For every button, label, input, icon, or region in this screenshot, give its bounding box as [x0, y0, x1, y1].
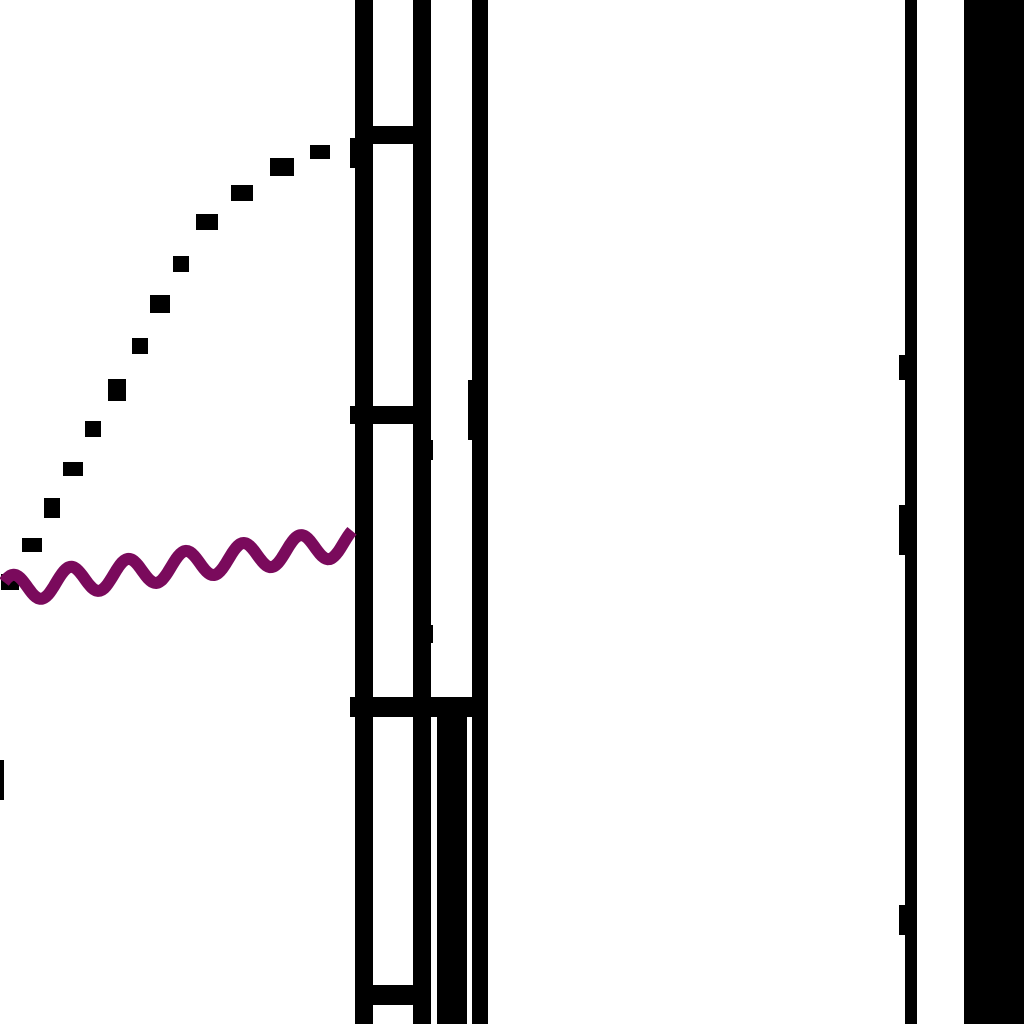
- rail-left-inner: [413, 0, 431, 1024]
- rail-left-outer: [355, 0, 373, 1024]
- rail-bump-3: [425, 625, 433, 643]
- thin-line-notch-3: [899, 905, 907, 935]
- arc-dot: [196, 214, 218, 230]
- arc-dot: [310, 145, 330, 159]
- channel-4: [373, 719, 413, 985]
- rung-3: [350, 697, 485, 717]
- arc-dot: [150, 295, 170, 313]
- arc-dot: [351, 144, 365, 160]
- wavy-line: [0, 526, 357, 605]
- arc-dot: [85, 421, 101, 437]
- dotted-arc: [1, 144, 365, 590]
- rail-right: [472, 0, 488, 1024]
- thin-line-notch-2: [899, 505, 907, 555]
- rung-4: [358, 985, 418, 1005]
- thin-vertical-line: [905, 0, 917, 1024]
- arc-dot: [63, 462, 83, 476]
- arc-dot: [231, 185, 253, 201]
- arc-dot: [132, 338, 148, 354]
- rung-2: [350, 406, 430, 424]
- rail-bump-2: [425, 440, 433, 460]
- rail-bump-4: [468, 380, 476, 440]
- stub-mark: [0, 760, 4, 800]
- channel-right-lower: [431, 719, 437, 1024]
- thick-right-bar: [964, 0, 1024, 1024]
- arc-dot: [44, 498, 60, 518]
- channel-1: [373, 0, 413, 126]
- arc-dot: [22, 538, 42, 552]
- rail-fill-bottom: [437, 700, 467, 1024]
- arc-dot: [270, 158, 294, 176]
- channel-5: [373, 1008, 413, 1024]
- rung-1: [358, 126, 418, 144]
- channel-2: [373, 148, 413, 406]
- arc-dot: [173, 256, 189, 272]
- channel-right: [431, 0, 472, 697]
- channel-3: [373, 428, 413, 697]
- arc-dot: [108, 379, 126, 401]
- thin-line-notch-1: [899, 355, 907, 380]
